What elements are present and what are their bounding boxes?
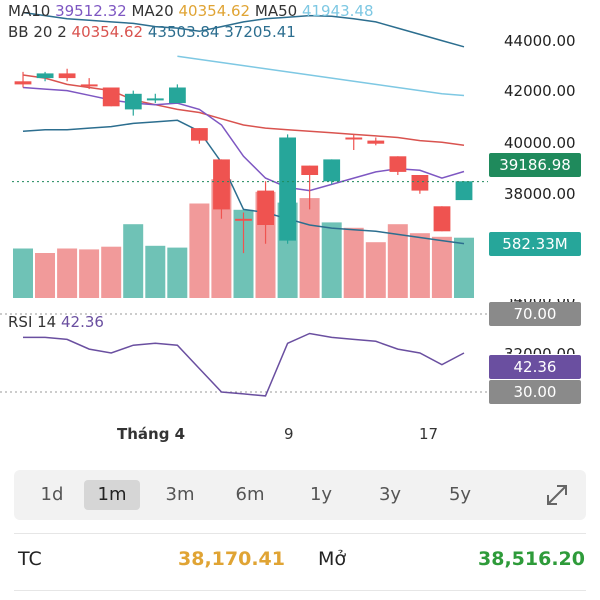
volume-bar [321,222,342,298]
candle-body [301,165,319,175]
period-5y[interactable]: 5y [448,484,472,505]
ma50-line [177,55,465,97]
rsi-legend: RSI 14 42.36 [8,313,104,331]
ma50-value: 41943.48 [301,2,374,20]
period-3y[interactable]: 3y [378,484,402,505]
rsi-tick-32000: 32000.00 [504,345,576,363]
volume-bar [387,224,408,298]
period-3m[interactable]: 3m [165,484,195,505]
bb-mid-value: 40354.62 [71,23,144,41]
bb-legend: BB 20 2 40354.62 43503.84 37205.41 [8,23,296,41]
bb-lower-value: 37205.41 [224,23,296,41]
volume-bar [431,236,452,298]
candle-body [36,73,54,79]
candle-body [455,181,473,201]
candle-body [345,137,363,140]
candle-body [235,218,252,221]
bb-mid-line [22,74,465,146]
candle-body [191,128,208,141]
candle-body [146,98,164,101]
volume-bar [13,248,33,298]
volume-bar [454,237,474,298]
divider [14,533,586,534]
period-1d[interactable]: 1d [40,484,64,505]
open-label: Mở [318,548,347,570]
x-label-9: 9 [284,425,294,443]
volume-bar [101,246,122,298]
candle-body [257,190,274,225]
price-tick-44000: 44000.00 [504,32,576,50]
period-1m[interactable]: 1m [84,480,140,510]
volume-bar [343,227,364,298]
candle-body [367,140,385,144]
price-tick-42000: 42000.00 [504,82,576,100]
period-selector: 1d 1m 3m 6m 1y 3y 5y [14,470,586,520]
volume-tag: 582.33M [489,232,581,256]
tc-value: 38,170.41 [178,548,285,570]
price-chart[interactable] [0,0,600,445]
candle-body [80,84,98,87]
candle-body [14,81,32,85]
tc-label: TC [18,548,42,570]
rsi-line [23,332,465,397]
ma-legend: MA10 39512.32 MA20 40354.62 MA50 41943.4… [8,2,374,20]
bb-upper-line [22,11,465,48]
candle-body [102,87,120,107]
volume-bar [57,248,78,298]
volume-bar [189,203,210,298]
volume-bar [365,242,386,298]
candle-body [58,73,76,79]
candle-body [279,137,296,241]
volume-bar [233,209,254,298]
expand-icon[interactable] [542,480,572,510]
x-label-17: 17 [419,425,439,443]
price-tick-38000: 38000.00 [504,185,576,203]
current-price-tag: 39186.98 [489,153,581,177]
volume-bar [299,198,320,298]
x-label-thang4: Tháng 4 [117,425,186,443]
ma10-value: 39512.32 [55,2,127,20]
volume-bar [145,245,166,298]
volume-bar [35,253,55,298]
open-value: 38,516.20 [478,548,585,570]
price-tick-40000: 40000.00 [504,134,576,152]
rsi-lower-tag: 30.00 [489,380,581,404]
volume-bar [409,233,430,298]
period-1y[interactable]: 1y [309,484,333,505]
ma20-value: 40354.62 [178,2,251,20]
candle-body [433,206,451,232]
candle-body [411,175,429,191]
period-6m[interactable]: 6m [235,484,265,505]
candle-body [389,156,407,172]
volume-bar [167,247,188,298]
rsi-upper-tag: 70.00 [489,302,581,326]
volume-bar [79,249,100,298]
candle-body [169,87,186,104]
candle-body [213,159,230,210]
rsi-value-tag: 42.36 [489,355,581,379]
bb-lower-line [22,119,465,245]
bb-upper-value: 43503.84 [147,23,220,41]
volume-bar [123,224,144,298]
ma10-line [22,86,465,192]
divider [14,590,586,591]
rsi-legend-value: 42.36 [61,313,104,331]
candle-body [323,159,341,182]
candle-body [124,93,142,110]
